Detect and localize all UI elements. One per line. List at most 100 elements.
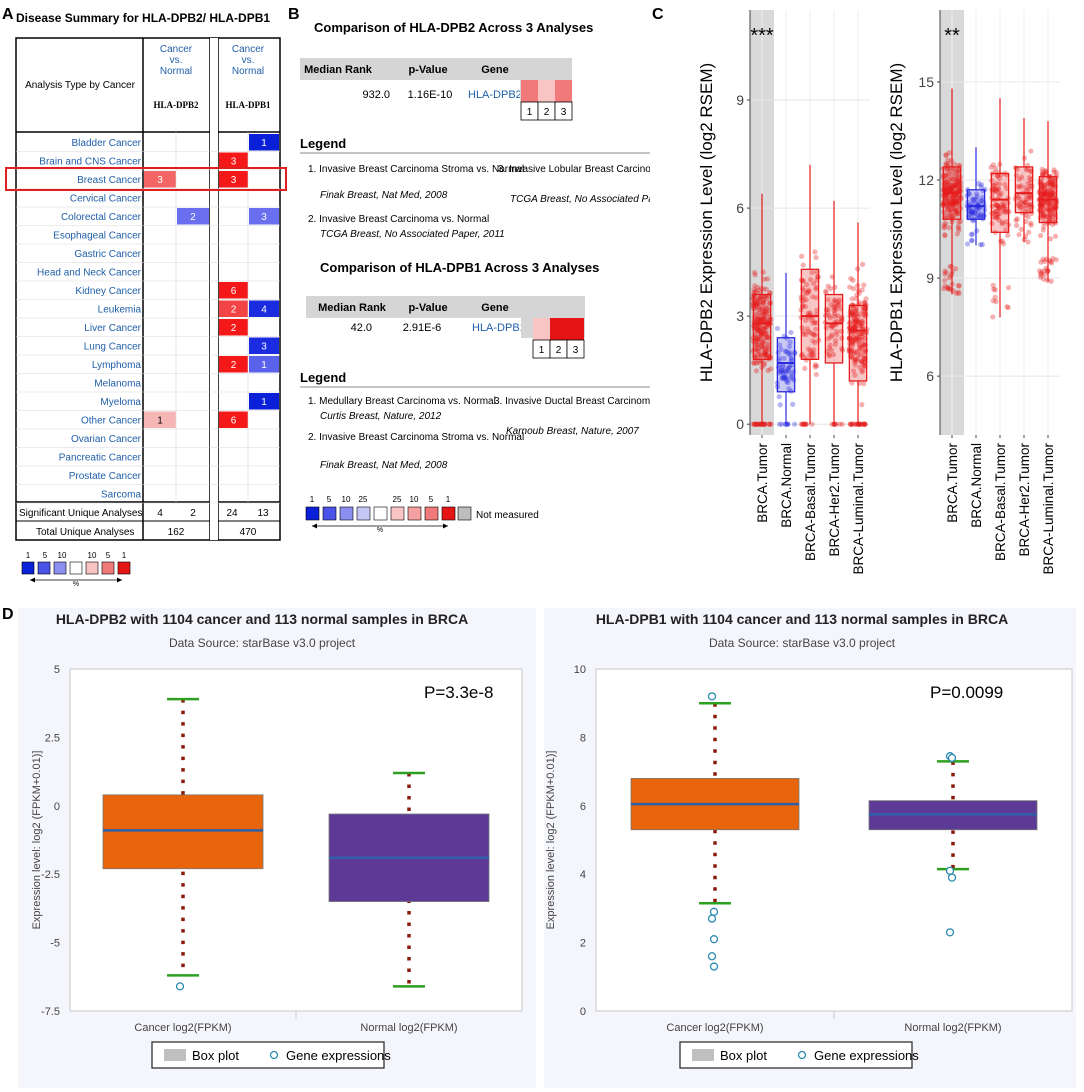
- data-point: [780, 373, 786, 379]
- data-point: [992, 188, 998, 194]
- data-point: [1049, 181, 1055, 188]
- data-point: [832, 297, 838, 303]
- data-point: [785, 350, 792, 357]
- data-point: [756, 307, 762, 313]
- svg-text:1. Medullary Breast Carcinoma: 1. Medullary Breast Carcinoma vs. Normal: [308, 396, 496, 407]
- data-point: [1023, 200, 1029, 206]
- svg-text:Not measured: Not measured: [476, 510, 539, 521]
- data-point: [802, 365, 808, 372]
- data-point: [851, 324, 857, 330]
- data-point: [950, 288, 956, 294]
- gene-link-dpb1[interactable]: HLA-DPB1: [472, 322, 526, 334]
- data-point: [1040, 209, 1046, 215]
- data-point: [851, 421, 858, 427]
- analysis-type-header: Analysis Type by Cancer: [25, 80, 136, 91]
- data-point: [856, 421, 862, 427]
- ytick-label: 12: [918, 172, 934, 188]
- data-point: [996, 186, 1002, 192]
- data-point: [826, 351, 832, 358]
- data-point: [944, 200, 950, 206]
- breast-cancer-highlight: [5, 167, 287, 191]
- data-point: [857, 345, 864, 351]
- data-point: [954, 210, 961, 217]
- data-point: [990, 162, 996, 168]
- data-point: [800, 262, 806, 268]
- heat-cell: [249, 356, 279, 373]
- data-point: [859, 358, 865, 365]
- data-point: [946, 210, 953, 216]
- heat-cell-value: 1: [157, 416, 163, 427]
- data-point: [761, 353, 767, 359]
- data-point: [847, 421, 853, 427]
- data-point: [1025, 180, 1031, 186]
- data-point: [993, 181, 999, 187]
- data-point: [856, 334, 862, 340]
- svg-text:1: 1: [527, 107, 533, 118]
- data-point: [1041, 192, 1047, 198]
- data-point: [1003, 227, 1009, 233]
- data-point: [955, 223, 962, 229]
- data-point: [947, 186, 954, 192]
- data-point: [1042, 191, 1048, 198]
- heat-cell-value: 2: [190, 212, 196, 223]
- data-point: [1046, 180, 1052, 186]
- data-point: [946, 177, 952, 183]
- data-point: [994, 215, 1000, 221]
- data-point: [950, 183, 956, 189]
- data-point: [831, 298, 837, 304]
- xtick-label: BRCA-Basal.Tumor: [803, 443, 818, 562]
- data-point: [852, 357, 858, 364]
- data-point: [851, 324, 857, 330]
- data-point: [859, 321, 865, 327]
- data-point: [857, 421, 863, 427]
- data-point: [855, 320, 862, 326]
- data-point: [754, 302, 760, 308]
- data-point: [759, 317, 766, 323]
- data-point: [973, 206, 979, 212]
- data-point: [1037, 274, 1044, 280]
- svg-text:Karnoub Breast, Nature, 2007: Karnoub Breast, Nature, 2007: [506, 426, 639, 437]
- data-point: [838, 306, 844, 312]
- data-point: [764, 276, 771, 282]
- data-point: [1051, 178, 1057, 184]
- data-point: [974, 194, 980, 200]
- data-point: [1044, 191, 1051, 197]
- data-point: [953, 266, 959, 272]
- svg-text:5: 5: [43, 551, 48, 560]
- data-point: [765, 367, 771, 374]
- svg-text:1: 1: [310, 495, 315, 504]
- data-point: [758, 352, 764, 358]
- data-point: [950, 181, 956, 188]
- data-point: [760, 330, 767, 336]
- data-point: [1028, 220, 1034, 226]
- data-point: [1047, 179, 1053, 185]
- xtick-label: BRCA.Normal: [969, 443, 984, 528]
- data-point: [1038, 259, 1044, 265]
- svg-text:1. Invasive Breast Carcinoma S: 1. Invasive Breast Carcinoma Stroma vs. …: [308, 164, 524, 175]
- data-point: [780, 375, 786, 382]
- data-point: [836, 299, 842, 305]
- data-point: [1044, 181, 1050, 187]
- gene-link-dpb2[interactable]: HLA-DPB2: [468, 89, 522, 101]
- data-point: [942, 172, 949, 179]
- legend-box: [679, 1041, 913, 1069]
- data-point: [1023, 212, 1029, 218]
- data-point: [946, 198, 952, 205]
- data-point: [812, 362, 818, 368]
- data-point: [785, 368, 791, 375]
- data-point: [758, 294, 765, 301]
- data-point: [1039, 191, 1045, 197]
- data-point: [826, 353, 832, 359]
- data-point: [1047, 206, 1054, 212]
- data-point: [788, 329, 794, 336]
- data-point: [853, 311, 859, 317]
- data-point: [763, 351, 769, 357]
- legend-box-label: Box plot: [192, 1048, 239, 1063]
- data-point: [765, 346, 771, 353]
- data-point: [999, 201, 1005, 207]
- data-point: [1051, 211, 1057, 217]
- panel-a-heatmap: Disease Summary for HLA-DPB2/ HLA-DPB1 A…: [5, 11, 287, 588]
- data-point: [1041, 192, 1047, 198]
- legend-2-items: 1. Medullary Breast Carcinoma vs. Normal…: [308, 396, 650, 471]
- data-point: [997, 193, 1003, 199]
